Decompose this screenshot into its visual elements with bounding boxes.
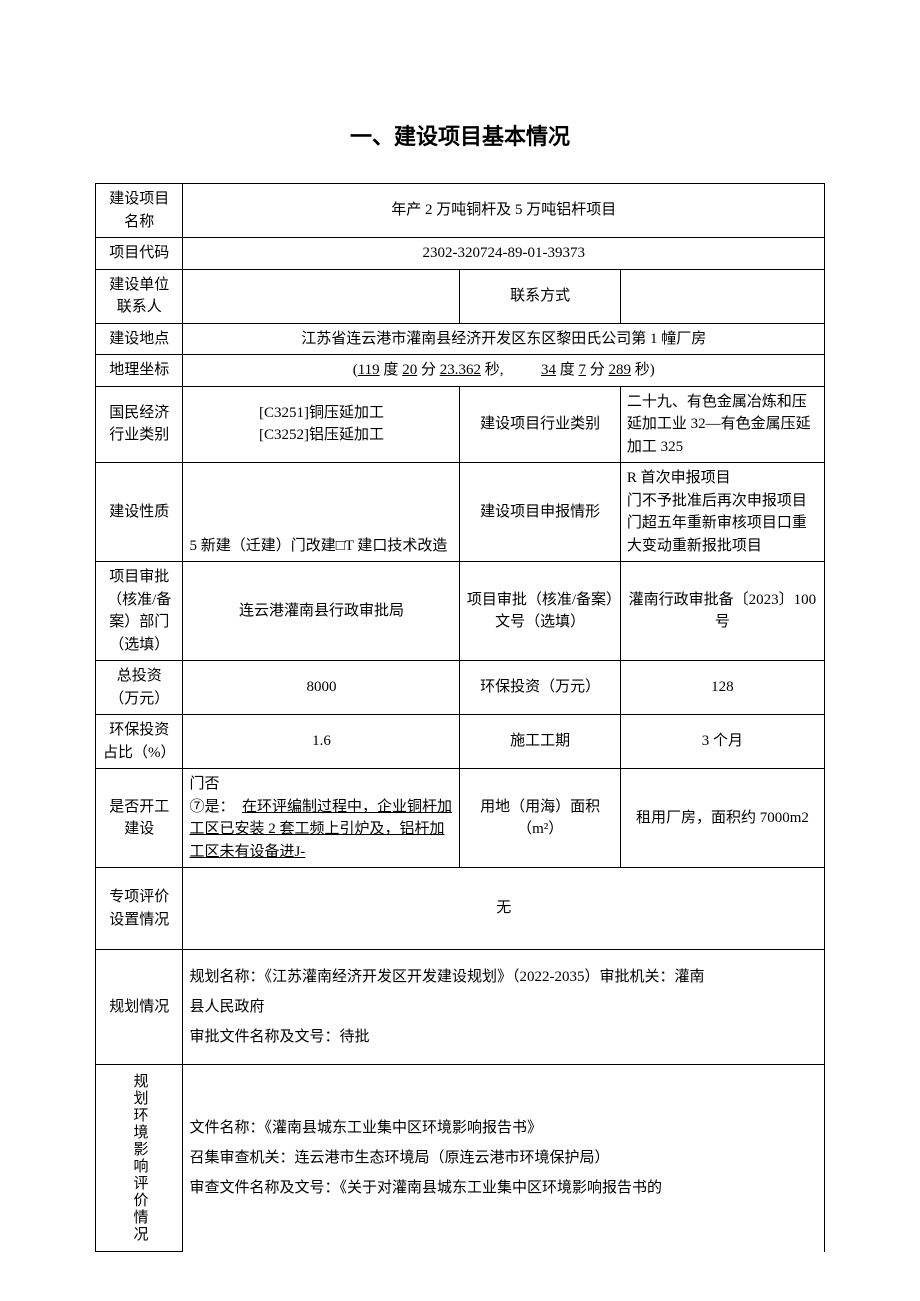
- value-declare-type: R 首次申报项目 门不予批准后再次申报项目门超五年重新审核项目口重大变动重新报批…: [620, 463, 824, 562]
- value-env-plan-eval: 文件名称：《灌南县城东工业集中区环境影响报告书》 召集审查机关：连云港市生态环境…: [183, 1065, 825, 1252]
- value-approval-dept: 连云港灌南县行政审批局: [183, 562, 460, 661]
- table-row: 总投资（万元） 8000 环保投资（万元） 128: [96, 661, 825, 715]
- value-planning: 规划名称：《江苏灌南经济开发区开发建设规划》（2022-2035）审批机关：灌南…: [183, 950, 825, 1065]
- value-contact: [183, 269, 460, 323]
- value-location: 江苏省连云港市灌南县经济开发区东区黎田氏公司第 1 幢厂房: [183, 323, 825, 355]
- value-env-ratio: 1.6: [183, 715, 460, 769]
- table-row: 项目代码 2302-320724-89-01-39373: [96, 238, 825, 270]
- label-env-investment: 环保投资（万元）: [460, 661, 620, 715]
- label-investment: 总投资（万元）: [96, 661, 183, 715]
- label-contact: 建设单位联系人: [96, 269, 183, 323]
- label-approval-no: 项目审批（核准/备案）文号（选填）: [460, 562, 620, 661]
- label-planning: 规划情况: [96, 950, 183, 1065]
- label-env-ratio: 环保投资占比（%）: [96, 715, 183, 769]
- value-started: 门否 ⑦是： 在环评编制过程中，企业铜杆加工区已安装 2 套工频上引炉及，铝杆加…: [183, 769, 460, 868]
- value-project-code: 2302-320724-89-01-39373: [183, 238, 825, 270]
- label-land-area: 用地（用海）面积（m²）: [460, 769, 620, 868]
- table-row: 项目审批（核准/备案）部门（选填） 连云港灌南县行政审批局 项目审批（核准/备案…: [96, 562, 825, 661]
- table-row: 专项评价设置情况 无: [96, 868, 825, 950]
- value-project-industry: 二十九、有色金属冶炼和压延加工业 32—有色金属压延加工 325: [620, 386, 824, 463]
- project-info-table: 建设项目名称 年产 2 万吨铜杆及 5 万吨铝杆项目 项目代码 2302-320…: [95, 183, 825, 1252]
- label-project-code: 项目代码: [96, 238, 183, 270]
- value-env-investment: 128: [620, 661, 824, 715]
- value-contact-method: [620, 269, 824, 323]
- table-row: 地理坐标 (119 度 20 分 23.362 秒, 34 度 7 分 289 …: [96, 355, 825, 387]
- value-project-name: 年产 2 万吨铜杆及 5 万吨铝杆项目: [183, 184, 825, 238]
- label-coords: 地理坐标: [96, 355, 183, 387]
- table-row: 国民经济行业类别 [C3251]铜压延加工 [C3252]铝压延加工 建设项目行…: [96, 386, 825, 463]
- label-location: 建设地点: [96, 323, 183, 355]
- label-approval-dept: 项目审批（核准/备案）部门（选填）: [96, 562, 183, 661]
- label-started: 是否开工建设: [96, 769, 183, 868]
- value-investment: 8000: [183, 661, 460, 715]
- table-row: 规划环境影响评价情况 文件名称：《灌南县城东工业集中区环境影响报告书》 召集审查…: [96, 1065, 825, 1252]
- table-row: 建设单位联系人 联系方式: [96, 269, 825, 323]
- label-industry: 国民经济行业类别: [96, 386, 183, 463]
- label-project-industry: 建设项目行业类别: [460, 386, 620, 463]
- label-env-plan-eval: 规划环境影响评价情况: [96, 1065, 183, 1252]
- label-special-eval: 专项评价设置情况: [96, 868, 183, 950]
- table-row: 规划情况 规划名称：《江苏灌南经济开发区开发建设规划》（2022-2035）审批…: [96, 950, 825, 1065]
- table-row: 建设性质 5 新建（迁建）门改建□T 建口技术改造 建设项目申报情形 R 首次申…: [96, 463, 825, 562]
- table-row: 环保投资占比（%） 1.6 施工工期 3 个月: [96, 715, 825, 769]
- label-nature: 建设性质: [96, 463, 183, 562]
- label-contact-method: 联系方式: [460, 269, 620, 323]
- value-duration: 3 个月: [620, 715, 824, 769]
- table-row: 是否开工建设 门否 ⑦是： 在环评编制过程中，企业铜杆加工区已安装 2 套工频上…: [96, 769, 825, 868]
- value-land-area: 租用厂房，面积约 7000m2: [620, 769, 824, 868]
- value-industry: [C3251]铜压延加工 [C3252]铝压延加工: [183, 386, 460, 463]
- table-row: 建设地点 江苏省连云港市灌南县经济开发区东区黎田氏公司第 1 幢厂房: [96, 323, 825, 355]
- label-declare-type: 建设项目申报情形: [460, 463, 620, 562]
- value-special-eval: 无: [183, 868, 825, 950]
- label-project-name: 建设项目名称: [96, 184, 183, 238]
- value-nature: 5 新建（迁建）门改建□T 建口技术改造: [183, 463, 460, 562]
- value-approval-no: 灌南行政审批备〔2023〕100 号: [620, 562, 824, 661]
- page-title: 一、建设项目基本情况: [95, 120, 825, 153]
- value-coords: (119 度 20 分 23.362 秒, 34 度 7 分 289 秒): [183, 355, 825, 387]
- label-duration: 施工工期: [460, 715, 620, 769]
- table-row: 建设项目名称 年产 2 万吨铜杆及 5 万吨铝杆项目: [96, 184, 825, 238]
